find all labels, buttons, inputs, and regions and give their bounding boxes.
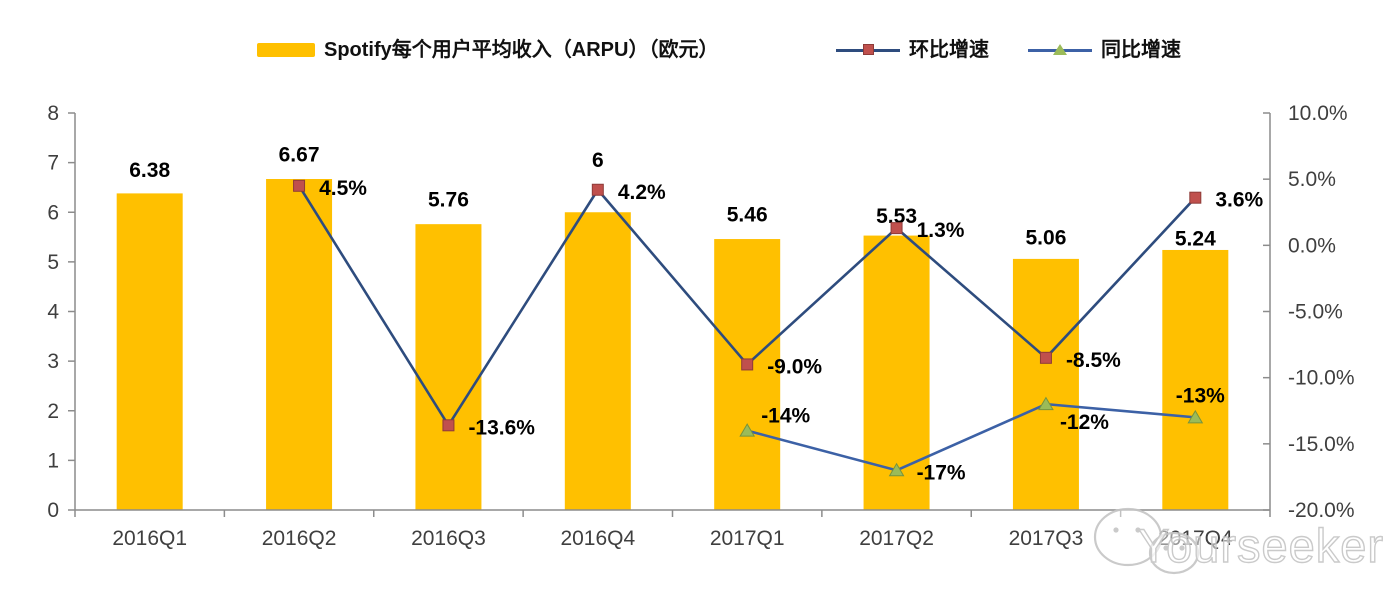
qoq-marker xyxy=(442,419,455,432)
x-axis-category-label: 2016Q4 xyxy=(560,527,635,550)
qoq-value-label: -9.0% xyxy=(767,355,822,378)
x-axis-category-label: 2016Q1 xyxy=(112,527,187,550)
qoq-value-label: 3.6% xyxy=(1215,189,1263,212)
legend-label-yoy: 同比增速 xyxy=(1101,39,1181,61)
qoq-value-label: -8.5% xyxy=(1066,349,1121,372)
yoy-marker xyxy=(739,423,756,437)
x-axis-category-label: 2016Q2 xyxy=(262,527,337,550)
qoq-value-label: -13.6% xyxy=(468,416,535,439)
legend-item-qoq: 环比增速 xyxy=(836,37,989,63)
bar xyxy=(564,212,631,510)
wechat-icon-eye xyxy=(1163,545,1169,551)
bar xyxy=(266,179,333,510)
yoy-marker xyxy=(1038,396,1054,411)
bar-series-swatch xyxy=(257,43,315,57)
yoy-line-sample xyxy=(1028,43,1092,55)
bar xyxy=(116,193,183,510)
qoq-marker xyxy=(890,222,903,235)
wechat-icon-eye xyxy=(1113,527,1119,533)
watermark-text: Yourseeker xyxy=(1138,519,1384,572)
qoq-marker xyxy=(591,183,604,196)
yoy-marker xyxy=(1187,409,1204,424)
legend-label-arpu: Spotify每个用户平均收入（ARPU）（欧元） xyxy=(324,39,719,61)
bar-value-label: 6.38 xyxy=(129,159,170,182)
legend-item-yoy: 同比增速 xyxy=(1028,37,1181,63)
left-axis-tick-label: 8 xyxy=(47,102,59,125)
right-axis-tick-label: 10.0% xyxy=(1288,102,1348,125)
left-axis-tick-label: 1 xyxy=(47,449,59,472)
bar-value-label: 5.76 xyxy=(428,189,469,212)
yoy-line xyxy=(746,402,1196,472)
bar xyxy=(1012,258,1079,510)
legend-label-qoq: 环比增速 xyxy=(909,39,989,61)
legend-item-arpu: Spotify每个用户平均收入（ARPU）（欧元） xyxy=(257,37,718,63)
wechat-icon xyxy=(1148,531,1200,575)
left-axis-tick-label: 6 xyxy=(47,201,59,224)
qoq-value-label: 4.5% xyxy=(319,177,367,200)
left-axis-tick-label: 0 xyxy=(47,499,59,522)
right-axis-tick-label: 5.0% xyxy=(1288,168,1336,191)
yoy-value-label: -14% xyxy=(761,405,810,428)
right-axis-tick-label: -5.0% xyxy=(1288,301,1343,324)
right-axis-tick-label: -15.0% xyxy=(1288,433,1355,456)
qoq-value-label: 1.3% xyxy=(917,219,965,242)
x-axis-category-label: 2017Q1 xyxy=(710,527,785,550)
bar-value-label: 6.67 xyxy=(279,144,320,167)
x-axis-category-label: 2017Q2 xyxy=(859,527,934,550)
x-axis-category-label: 2016Q3 xyxy=(411,527,486,550)
left-axis-tick-label: 2 xyxy=(47,400,59,423)
yoy-marker xyxy=(888,462,905,477)
triangle-marker-icon xyxy=(1053,43,1067,55)
left-axis-tick-label: 5 xyxy=(47,251,59,274)
bar-value-label: 5.06 xyxy=(1026,226,1067,249)
x-axis-category-label: 2017Q3 xyxy=(1009,527,1084,550)
qoq-marker xyxy=(741,358,754,371)
left-axis-tick-label: 7 xyxy=(47,152,59,175)
yoy-value-label: -12% xyxy=(1060,411,1109,434)
qoq-line-sample xyxy=(836,44,900,55)
wechat-icon-eye xyxy=(1135,527,1141,533)
bar-value-label: 5.53 xyxy=(876,205,917,228)
bar xyxy=(415,224,482,510)
square-marker-icon xyxy=(863,44,874,55)
watermark: Yourseeker xyxy=(1093,507,1384,575)
yoy-value-label: -13% xyxy=(1176,384,1225,407)
right-axis-tick-label: 0.0% xyxy=(1288,234,1336,257)
qoq-marker xyxy=(1189,191,1202,204)
left-axis-tick-label: 3 xyxy=(47,350,59,373)
bar-value-label: 5.46 xyxy=(727,204,768,227)
bar xyxy=(714,239,781,511)
right-axis-tick-label: -20.0% xyxy=(1288,499,1355,522)
qoq-value-label: 4.2% xyxy=(618,181,666,204)
bar-value-label: 6 xyxy=(592,149,604,172)
right-axis-tick-label: -10.0% xyxy=(1288,367,1355,390)
left-axis-tick-label: 4 xyxy=(47,301,59,324)
wechat-icon-eye xyxy=(1179,545,1185,551)
yoy-value-label: -17% xyxy=(917,461,966,484)
qoq-marker xyxy=(293,179,306,192)
bar xyxy=(1162,249,1229,510)
qoq-marker xyxy=(1039,351,1052,364)
bar-value-label: 5.24 xyxy=(1175,227,1216,250)
